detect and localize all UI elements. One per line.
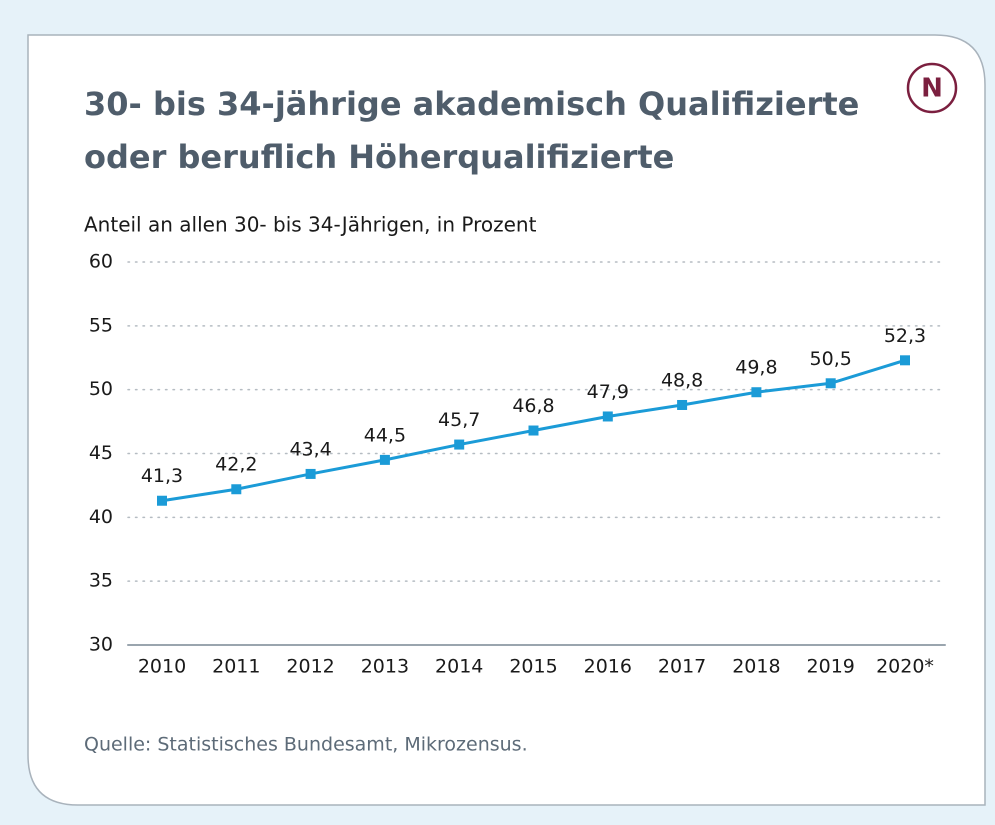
card xyxy=(27,34,986,806)
x-tick-label: 2013 xyxy=(361,656,409,678)
data-label: 48,8 xyxy=(661,369,703,391)
x-tick-label: 2020* xyxy=(876,656,934,678)
badge-circle xyxy=(906,62,958,114)
chart-title: 30- bis 34-jährige akademisch Qualifizie… xyxy=(84,85,859,123)
data-label: 49,8 xyxy=(735,357,777,379)
y-tick-label: 40 xyxy=(89,506,113,528)
marker xyxy=(157,495,167,506)
x-tick-label: 2012 xyxy=(286,656,334,678)
x-tick-label: 2017 xyxy=(658,656,706,678)
marker xyxy=(900,355,910,366)
x-tick-label: 2016 xyxy=(584,656,632,678)
data-label: 52,3 xyxy=(884,325,926,347)
data-label: 45,7 xyxy=(438,409,480,431)
y-tick-label: 35 xyxy=(89,570,113,592)
marker xyxy=(602,411,613,422)
data-label: 46,8 xyxy=(512,395,554,417)
data-label: 44,5 xyxy=(364,424,406,446)
source: Quelle: Statistisches Bundesamt, Mikroze… xyxy=(84,734,528,756)
marker xyxy=(528,425,539,436)
x-tick-label: 2019 xyxy=(807,656,855,678)
badge: N xyxy=(921,74,943,104)
marker xyxy=(751,387,762,398)
data-label: 41,3 xyxy=(141,465,183,487)
marker xyxy=(379,454,390,465)
marker xyxy=(454,439,465,450)
x-tick-label: 2018 xyxy=(732,656,780,678)
x-tick-label: 2010 xyxy=(138,656,186,678)
y-tick-label: 30 xyxy=(89,634,113,656)
y-tick-label: 45 xyxy=(89,442,113,464)
y-tick-label: 60 xyxy=(89,251,113,273)
x-tick-label: 2014 xyxy=(435,656,483,678)
marker xyxy=(825,378,836,389)
x-tick-label: 2015 xyxy=(509,656,557,678)
data-label: 43,4 xyxy=(289,438,331,460)
y-tick-label: 55 xyxy=(89,314,113,336)
marker xyxy=(231,484,242,495)
data-label: 47,9 xyxy=(587,381,629,403)
marker xyxy=(677,399,688,410)
data-label: 42,2 xyxy=(215,454,257,476)
y-tick-label: 50 xyxy=(89,378,113,400)
data-label: 50,5 xyxy=(810,348,852,370)
subtitle: Anteil an allen 30- bis 34-Jährigen, in … xyxy=(84,213,537,237)
x-tick-label: 2011 xyxy=(212,656,260,678)
chart-title-line2: oder beruflich Höherqualifizierte xyxy=(84,138,674,176)
marker xyxy=(305,468,316,479)
